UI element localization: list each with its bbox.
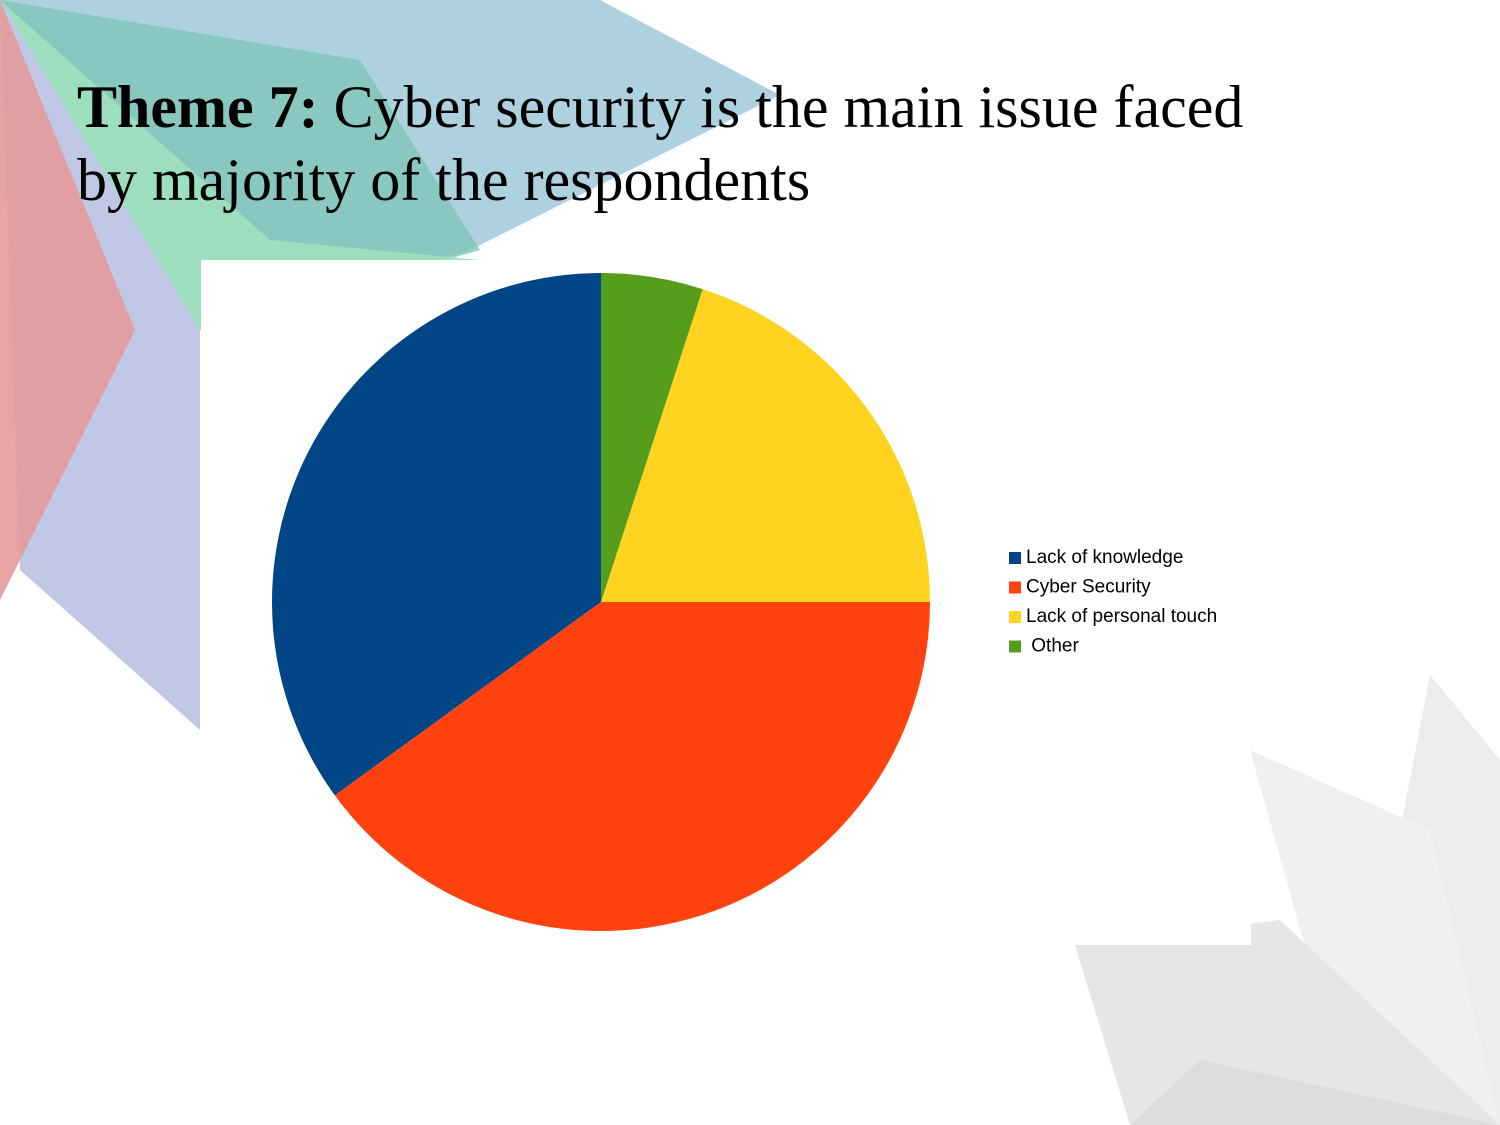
title-text: Cyber security is the main issue faced bbox=[319, 74, 1244, 140]
legend-label: Lack of knowledge bbox=[1026, 547, 1183, 568]
legend-swatch bbox=[1009, 611, 1021, 623]
pie bbox=[272, 273, 931, 931]
legend-label: Cyber Security bbox=[1026, 577, 1151, 598]
legend-swatch bbox=[1009, 581, 1021, 594]
pie-slice bbox=[272, 273, 601, 796]
pie-slice bbox=[601, 289, 930, 602]
chart-title: Theme 7: Cyber security is the main issu… bbox=[77, 74, 1243, 213]
pie-slice bbox=[334, 602, 931, 931]
legend-label: Lack of personal touch bbox=[1026, 606, 1217, 627]
title-lead: Theme 7: bbox=[77, 74, 319, 140]
legend: Lack of knowledge Cyber Security Lack of p… bbox=[1009, 547, 1217, 657]
legend-label: Other bbox=[1026, 636, 1079, 657]
legend-swatch bbox=[1009, 552, 1021, 564]
legend-swatch bbox=[1009, 640, 1021, 653]
pie-slice bbox=[601, 273, 703, 602]
title-text: by majority of the respondents bbox=[77, 147, 810, 213]
